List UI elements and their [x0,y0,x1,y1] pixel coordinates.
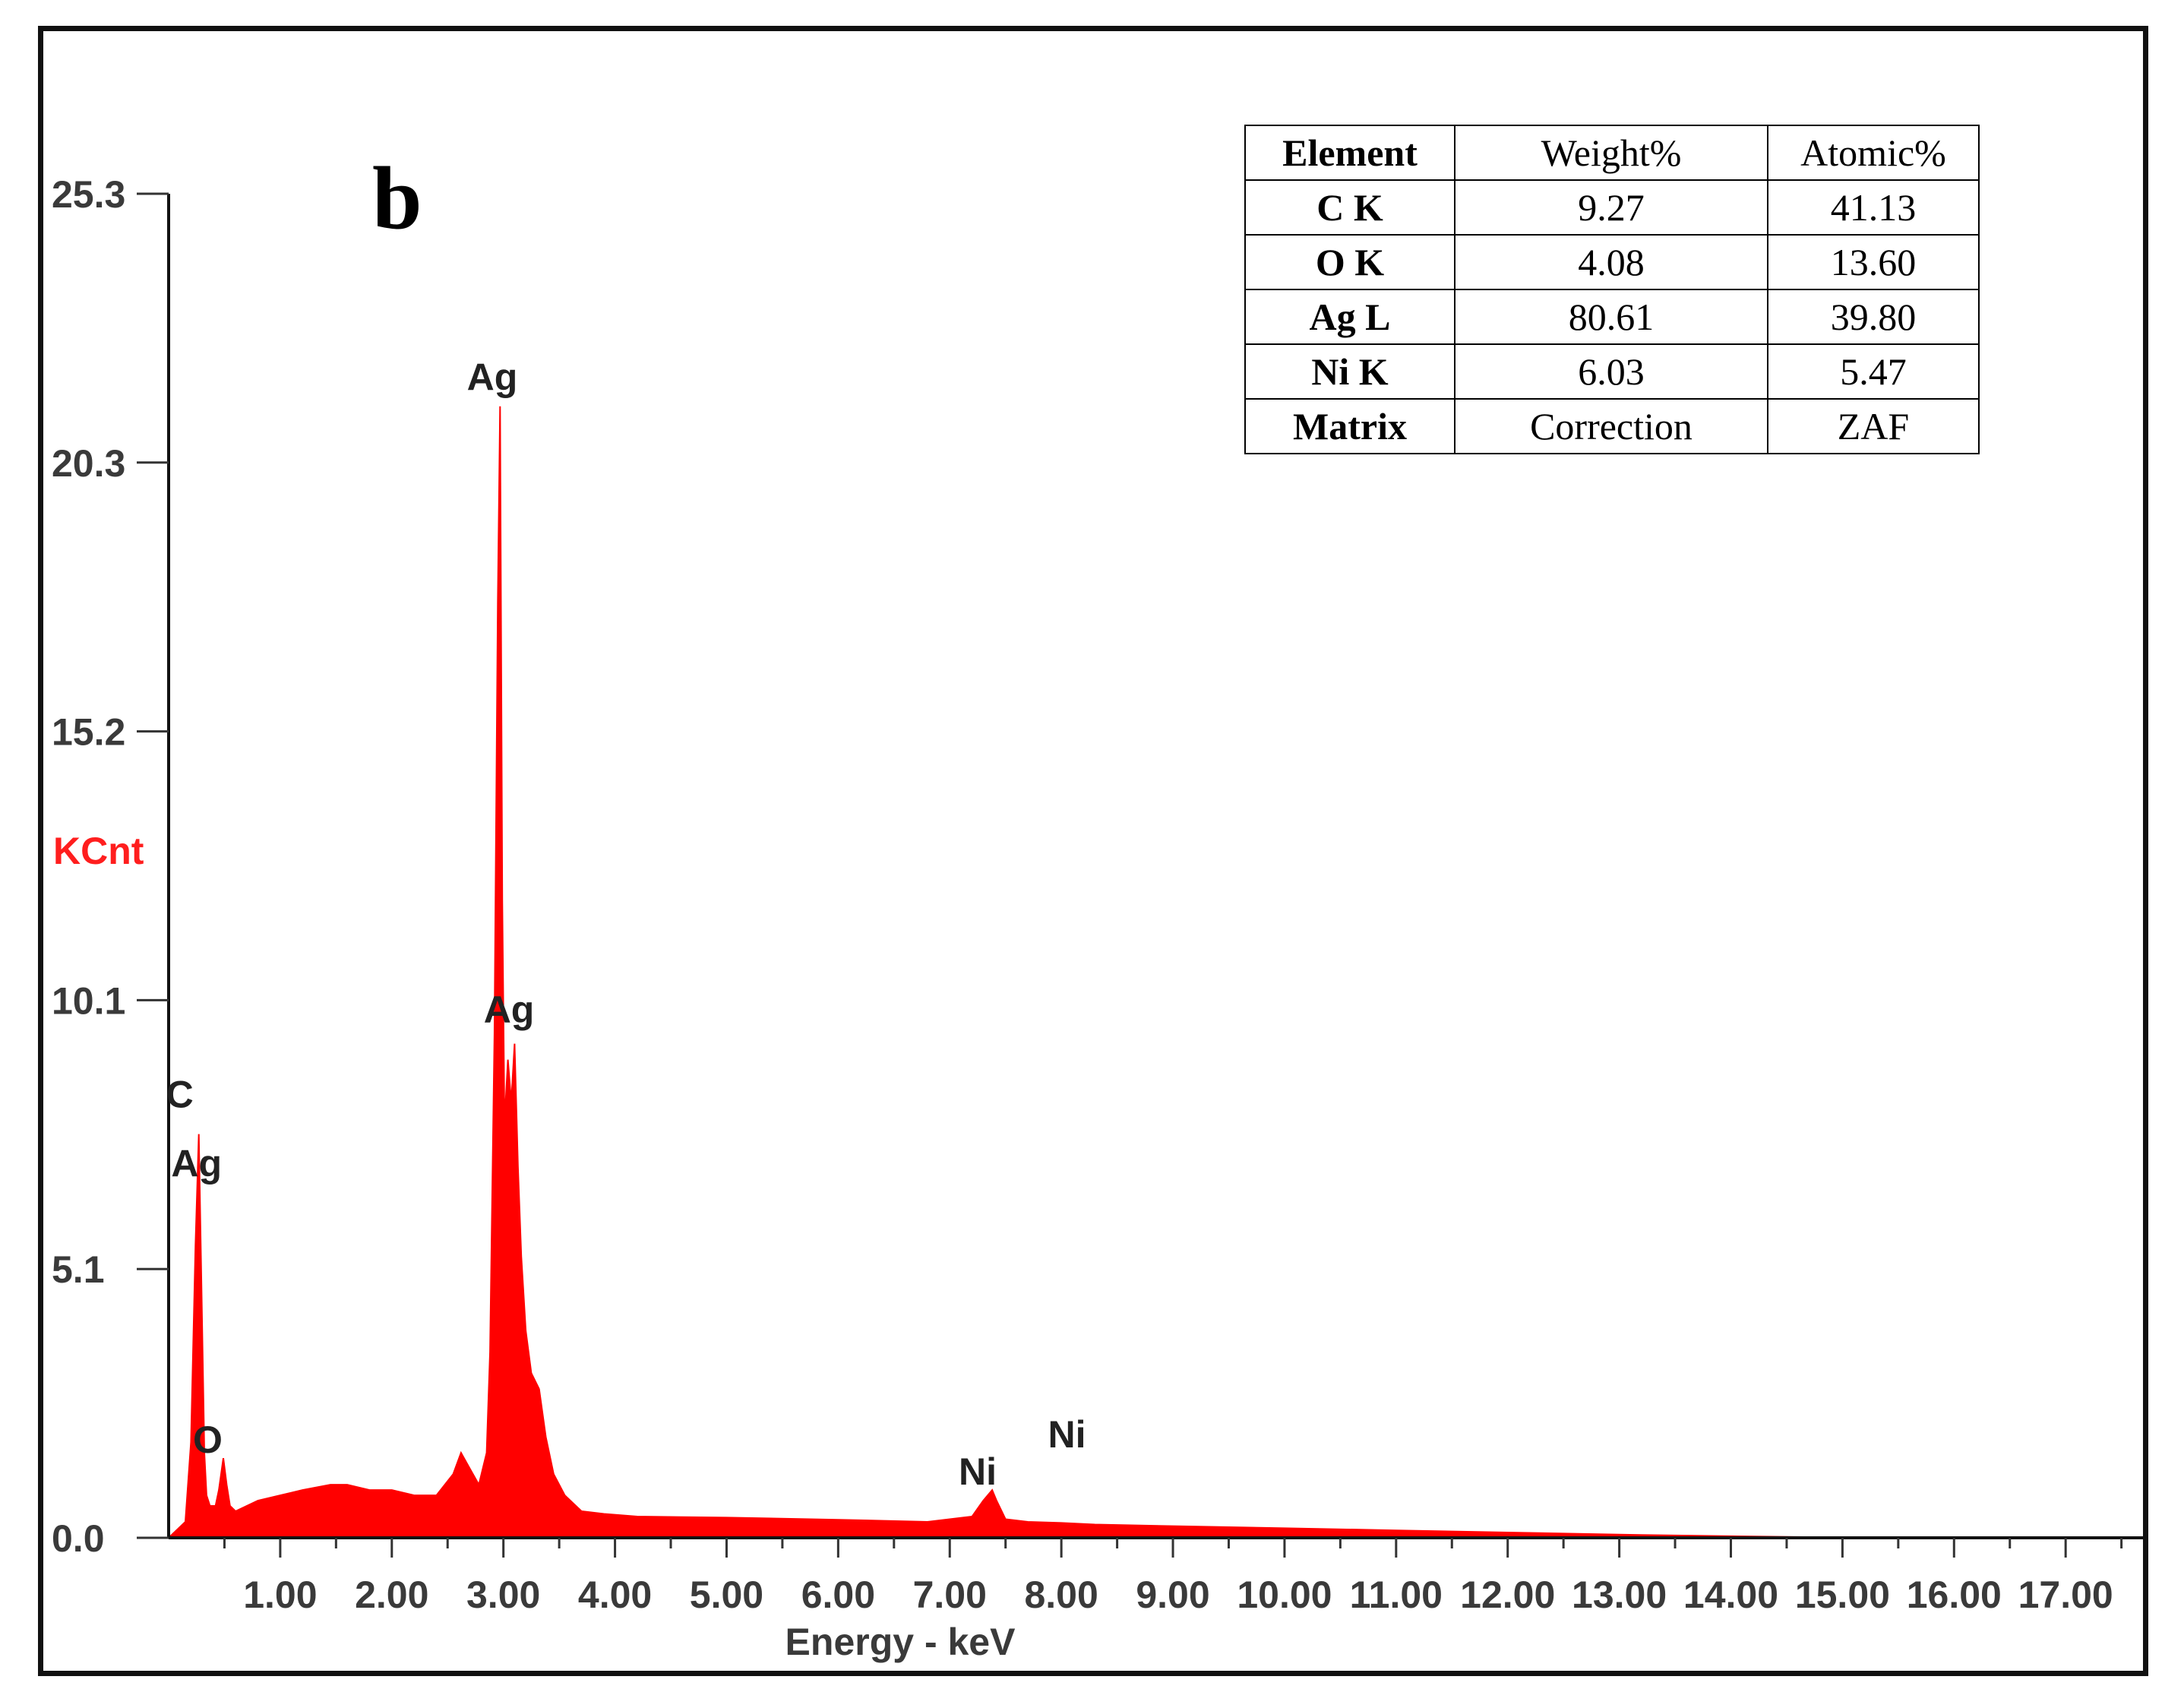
table-cell-element: Matrix [1244,398,1455,454]
y-tick-label: 10.1 [52,979,125,1022]
table-cell-weight: 9.27 [1454,179,1768,236]
x-tick-label: 4.00 [578,1574,652,1616]
table-header-cell: Weight% [1454,125,1768,181]
x-tick-label: 10.00 [1237,1574,1332,1616]
table-cell-atomic: 5.47 [1767,343,1980,400]
table-header-row: Element Weight% Atomic% [1244,125,1980,181]
x-tick-label: 6.00 [801,1574,875,1616]
y-tick-label: 15.2 [52,711,125,754]
peak-label: Ag [171,1143,222,1185]
x-tick-label: 14.00 [1683,1574,1778,1616]
y-tick-label: 25.3 [52,173,125,216]
x-tick-label: 1.00 [243,1574,317,1616]
table-row: Ni K 6.03 5.47 [1244,343,1980,400]
x-tick-label: 17.00 [2018,1574,2113,1616]
peak-label: Ni [959,1450,997,1493]
peak-label: Ag [484,988,535,1031]
table-cell-element: O K [1244,234,1455,290]
composition-table: Element Weight% Atomic% C K 9.27 41.13 O… [1244,125,1980,454]
x-tick-label: 9.00 [1136,1574,1209,1616]
x-tick-label: 12.00 [1460,1574,1555,1616]
table-cell-element: Ni K [1244,343,1455,400]
x-tick-label: 11.00 [1350,1574,1443,1616]
table-cell-weight: 4.08 [1454,234,1768,290]
table-row: Matrix Correction ZAF [1244,398,1980,454]
table-row: Ag L 80.61 39.80 [1244,289,1980,345]
x-axis-label: Energy - keV [785,1621,1016,1663]
x-axis: 1.00 2.00 3.00 4.00 5.00 6.00 7.00 8.00 9.00 10.0… [169,1536,2144,1616]
x-tick-label: 8.00 [1024,1574,1098,1616]
plot-area [166,406,1898,1539]
x-tick-label: 7.00 [913,1574,987,1616]
peak-labels: C Ag O Ag Ag Ni Ni [166,356,1086,1493]
peak-label: O [193,1419,223,1461]
x-tick-label: 3.00 [466,1574,540,1616]
x-tick-label: 16.00 [1907,1574,2002,1616]
table-cell-weight: Correction [1454,398,1768,454]
table-header-cell: Element [1244,125,1455,181]
spectrum-series-0 [166,406,1898,1539]
x-tick-label: 5.00 [690,1574,763,1616]
x-tick-label: 2.00 [355,1574,428,1616]
peak-label: C [166,1074,194,1116]
y-tick-label: 20.3 [52,442,125,485]
table-cell-atomic: 39.80 [1767,289,1980,345]
table-cell-weight: 6.03 [1454,343,1768,400]
table-row: O K 4.08 13.60 [1244,234,1980,290]
peak-label: Ni [1048,1413,1086,1456]
table-cell-atomic: ZAF [1767,398,1980,454]
y-tick-label: 5.1 [52,1248,105,1291]
table-cell-atomic: 13.60 [1767,234,1980,290]
table-row: C K 9.27 41.13 [1244,179,1980,236]
table-cell-element: Ag L [1244,289,1455,345]
table-header-cell: Atomic% [1767,125,1980,181]
table-cell-atomic: 41.13 [1767,179,1980,236]
y-axis: 0.0 5.1 10.1 15.2 20.3 25.3 [52,173,170,1560]
x-tick-label: 15.00 [1795,1574,1890,1616]
x-tick-label: 13.00 [1572,1574,1667,1616]
panel-label: b [372,148,422,248]
peak-label: Ag [467,356,518,399]
table-cell-element: C K [1244,179,1455,236]
y-tick-label: 0.0 [52,1517,105,1560]
table-cell-weight: 80.61 [1454,289,1768,345]
y-axis-label: KCnt [53,830,144,872]
